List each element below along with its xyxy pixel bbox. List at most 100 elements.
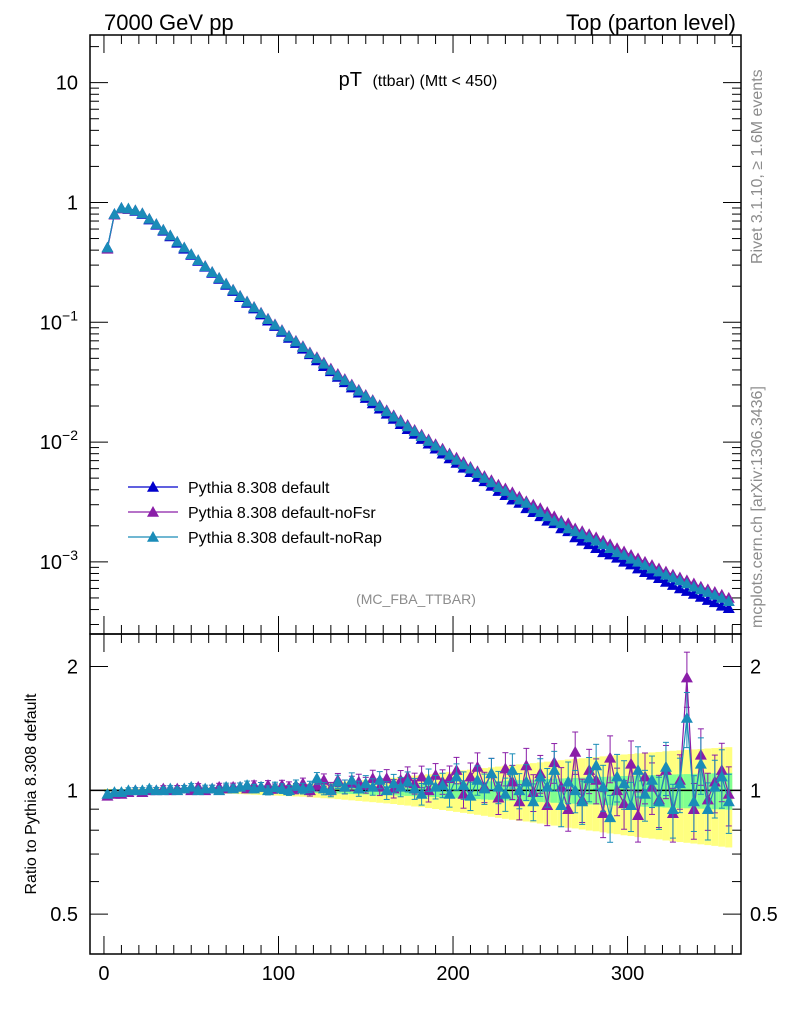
data-point-noRap <box>352 384 365 396</box>
ratio-point-noRap <box>548 764 561 775</box>
ratio-point-noRap <box>422 773 435 785</box>
y-tick-label-main: 10−2 <box>40 427 78 454</box>
ratio-point-noRap <box>338 780 351 792</box>
data-point-noRap <box>234 290 247 302</box>
ratio-point-noFsr <box>429 768 442 780</box>
data-point-noRap <box>708 588 721 600</box>
legend-marker-noRap <box>147 531 159 542</box>
y-tick-label-main: 10 <box>56 73 78 95</box>
data-point-default <box>639 566 652 577</box>
ratio-point-noRap <box>611 770 624 782</box>
ratio-point-noRap <box>652 795 665 807</box>
y-tick-label-main: 1 <box>67 192 78 214</box>
y-tick-label-ratio: 1 <box>67 780 78 802</box>
ratio-point-noRap <box>597 780 610 792</box>
data-point-noRap <box>436 444 449 456</box>
ratio-point-noRap <box>464 789 477 801</box>
data-point-noRap <box>562 522 575 534</box>
ratio-point-noFsr <box>597 807 610 818</box>
ratio-point-noRap <box>206 782 219 794</box>
data-point-noRap <box>464 462 477 474</box>
tick-exponent: −2 <box>62 427 78 443</box>
ratio-point-noFsr <box>415 770 428 782</box>
ratio-point-noRap <box>262 784 275 796</box>
data-point-noRap <box>338 374 351 386</box>
data-point-noRap <box>471 467 484 478</box>
data-point-noRap <box>611 546 624 558</box>
data-point-noRap <box>387 410 400 422</box>
data-point-noRap <box>415 430 428 441</box>
data-point-noRap <box>639 559 652 570</box>
y-tick-label-ratio-right: 0.5 <box>750 904 778 926</box>
data-point-noRap <box>345 379 358 391</box>
data-point-noRap <box>227 283 240 295</box>
data-point-noRap <box>150 218 163 229</box>
analysis-label: (MC_FBA_TTBAR) <box>356 591 476 607</box>
data-point-noRap <box>275 324 288 336</box>
data-point-default <box>666 579 679 590</box>
rivet-version-label: Rivet 3.1.10, ≥ 1.6M events <box>749 69 766 264</box>
data-point-noRap <box>443 449 456 460</box>
ratio-point-noRap <box>415 787 428 799</box>
ratio-point-noRap <box>380 784 393 796</box>
ratio-point-noRap <box>590 759 603 771</box>
x-tick-label: 300 <box>611 963 644 985</box>
data-point-noRap <box>478 472 491 483</box>
ratio-point-noFsr <box>499 762 512 774</box>
data-point-noRap <box>520 497 533 508</box>
legend-label-noRap: Pythia 8.308 default-noRap <box>188 530 382 547</box>
ratio-point-noRap <box>715 770 728 782</box>
data-point-noRap <box>241 295 254 307</box>
ratio-point-noRap <box>471 773 484 785</box>
ratio-point-noRap <box>282 784 295 796</box>
data-point-noRap <box>541 510 554 522</box>
ratio-point-noRap <box>576 795 589 807</box>
legend: Pythia 8.308 default Pythia 8.308 default… <box>128 480 382 547</box>
legend-marker-default <box>147 481 159 492</box>
data-point-noRap <box>373 400 386 412</box>
ratio-point-noFsr <box>604 751 617 763</box>
data-point-noRap <box>206 266 219 277</box>
ratio-point-noRap <box>708 780 721 792</box>
ratio-point-noRap <box>269 780 282 792</box>
ratio-point-noRap <box>722 795 735 807</box>
data-point-noRap <box>366 395 379 406</box>
ratio-point-noRap <box>659 760 672 772</box>
ratio-point-noFsr <box>366 772 379 784</box>
ratio-point-noRap <box>499 787 512 799</box>
data-point-default <box>611 551 624 563</box>
data-point-noRap <box>164 229 177 241</box>
ratio-point-noRap <box>317 782 330 794</box>
data-point-noRap <box>548 514 561 526</box>
data-point-noRap <box>618 549 631 560</box>
series-line-default <box>106 207 729 609</box>
data-point-default <box>680 585 693 596</box>
data-point-noRap <box>513 493 526 505</box>
ratio-point-noFsr <box>680 671 693 683</box>
data-point-default <box>618 555 631 567</box>
y-tick-label-ratio-right: 2 <box>750 657 761 679</box>
ratio-point-noRap <box>457 779 470 790</box>
y-tick-label-ratio: 2 <box>67 657 78 679</box>
data-point-default <box>569 531 582 543</box>
ratio-point-noRap <box>241 779 254 790</box>
ratio-panel-frame <box>89 633 742 955</box>
data-point-noRap <box>122 202 135 214</box>
data-point-noRap <box>659 568 672 580</box>
ratio-point-noRap <box>275 782 288 794</box>
mcplots-label: mcplots.cern.ch [arXiv:1306.3436] <box>749 386 766 628</box>
ratio-point-noRap <box>701 803 714 814</box>
data-point-noRap <box>632 555 645 567</box>
tick-base: 10 <box>40 312 62 334</box>
ratio-point-noRap <box>373 773 386 785</box>
plot-title-sub: (ttbar) (Mtt < 450) <box>372 73 497 90</box>
ratio-point-noRap <box>352 782 365 794</box>
ratio-point-noRap <box>569 784 582 796</box>
ratio-point-noRap <box>289 779 302 790</box>
ratio-point-noRap <box>359 777 372 789</box>
data-point-noRap <box>185 248 198 260</box>
data-point-default <box>632 562 645 574</box>
data-point-noRap <box>401 420 414 432</box>
ratio-point-noRap <box>255 780 268 792</box>
